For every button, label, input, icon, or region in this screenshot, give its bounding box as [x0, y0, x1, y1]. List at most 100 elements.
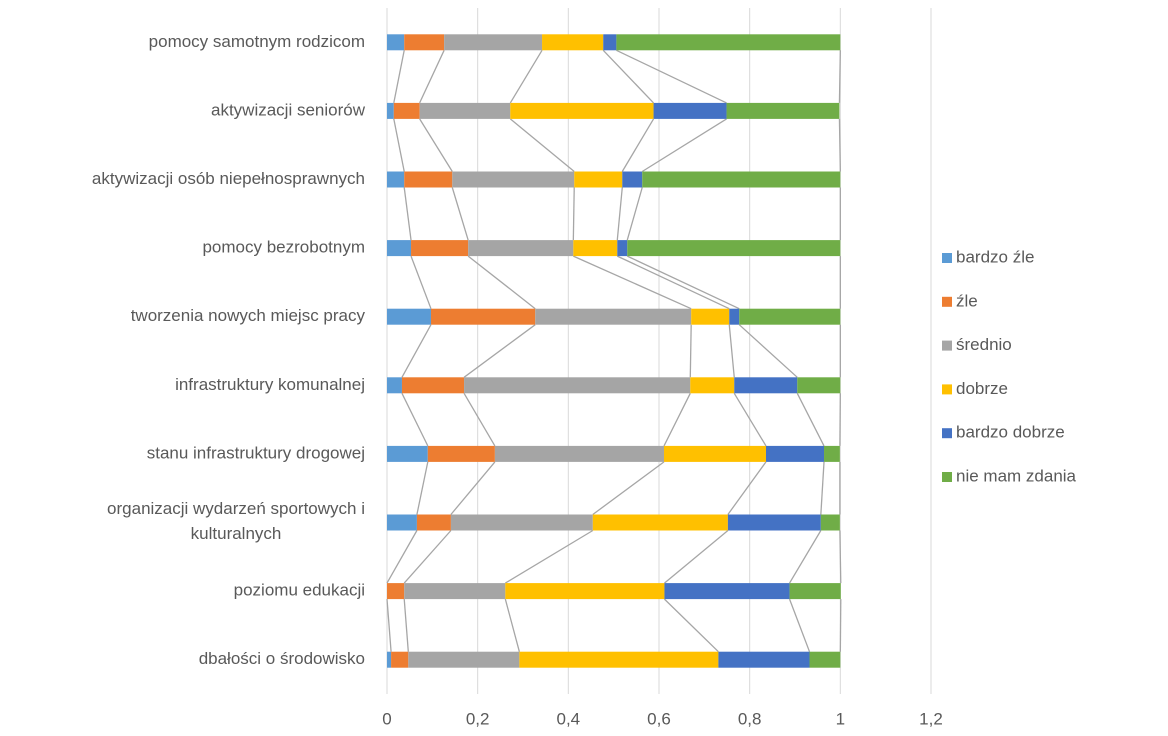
series-line	[509, 49, 543, 104]
bar-segment	[404, 34, 445, 51]
bar-segment	[519, 651, 719, 668]
bar-segment	[664, 583, 790, 600]
series-line	[820, 461, 825, 515]
bar-segment	[535, 308, 692, 325]
bar-segment	[494, 445, 664, 462]
bar-segment	[789, 583, 841, 600]
bar-segment	[820, 514, 840, 531]
legend-label: nie mam zdania	[956, 466, 1077, 485]
series-line	[839, 530, 842, 584]
series-line	[617, 255, 730, 310]
bar-segment	[387, 514, 417, 531]
bar-segment	[573, 240, 618, 257]
bar-segment	[765, 445, 825, 462]
bar-segment	[427, 445, 495, 462]
series-line	[738, 324, 798, 378]
bar-segment	[616, 34, 841, 51]
series-line	[463, 324, 536, 378]
x-tick-label: 0,6	[647, 709, 671, 728]
bar-segment	[387, 377, 402, 394]
series-line	[796, 393, 825, 447]
series-line	[626, 255, 740, 310]
bar-segment	[430, 308, 536, 325]
bar-segment	[464, 377, 691, 394]
y-tick-label: poziomu edukacji	[234, 581, 365, 600]
y-tick-label: pomocy bezrobotnym	[202, 238, 365, 257]
series-line	[689, 324, 692, 378]
series-line	[393, 118, 405, 172]
bar-segment	[393, 102, 420, 119]
series-line	[401, 393, 429, 447]
y-tick-label: stanu infrastruktury drogowej	[147, 443, 365, 462]
bar-segment	[387, 171, 405, 188]
bar-segment	[642, 171, 841, 188]
series-line	[386, 530, 418, 584]
legend-swatch	[942, 472, 952, 482]
series-line	[450, 461, 496, 515]
bar-segment	[727, 514, 821, 531]
legend-label: bardzo dobrze	[956, 423, 1065, 442]
series-line	[602, 49, 655, 104]
bar-segment	[401, 377, 465, 394]
bar-segment	[505, 583, 665, 600]
legend-label: źle	[956, 291, 978, 310]
series-line	[401, 324, 432, 378]
bar-segment	[542, 34, 604, 51]
series-line	[573, 255, 692, 310]
series-line	[386, 599, 392, 652]
bar-segment	[387, 651, 392, 668]
bar-segment	[603, 34, 617, 51]
bar-segment	[450, 514, 593, 531]
bar-segment	[592, 514, 728, 531]
legend-label: średnio	[956, 335, 1012, 354]
series-line	[592, 461, 665, 516]
bar-segment	[729, 308, 740, 325]
series-line	[663, 598, 719, 653]
bar-segment	[574, 171, 623, 188]
series-line	[616, 187, 623, 241]
bar-segment	[809, 651, 841, 668]
series-line	[403, 599, 409, 652]
legend-swatch	[942, 384, 952, 395]
x-tick-label: 1	[836, 709, 845, 728]
bar-segment	[739, 308, 841, 325]
series-line	[509, 118, 575, 173]
y-tick-label: organizacji wydarzeń sportowych i kultura…	[107, 499, 365, 543]
series-line	[789, 530, 822, 584]
series-line	[463, 392, 496, 447]
y-tick-label: infrastruktury komunalnej	[175, 375, 365, 394]
bar-segment	[622, 171, 643, 188]
y-tick-label: aktywizacji seniorów	[211, 100, 366, 119]
bar-segment	[690, 377, 735, 394]
bar-segment	[452, 171, 575, 188]
series-line	[467, 255, 536, 310]
series-line	[838, 118, 841, 172]
bar-segment	[468, 240, 574, 257]
bar-segment	[627, 240, 841, 257]
series-line	[641, 118, 727, 173]
series-line	[664, 529, 729, 584]
bar-segment	[797, 377, 841, 394]
x-tick-label: 0,8	[738, 709, 762, 728]
legend-swatch	[942, 296, 952, 307]
bar-segment	[404, 583, 506, 600]
y-tick-label: aktywizacji osób niepełnosprawnych	[92, 169, 365, 188]
x-tick-label: 0,4	[557, 709, 581, 728]
y-tick-label: dbałości o środowisko	[199, 649, 365, 668]
x-tick-label: 0	[382, 709, 391, 728]
series-line	[416, 461, 429, 515]
bar-segment	[824, 445, 840, 462]
series-line	[504, 598, 521, 652]
bar-segment	[691, 308, 730, 325]
series-line	[572, 187, 575, 241]
series-line	[393, 50, 405, 104]
legend-label: dobrze	[956, 379, 1008, 398]
legend-swatch	[942, 253, 952, 263]
bar-segment	[663, 445, 766, 462]
legend-swatch	[942, 428, 952, 439]
bar-segment	[404, 171, 453, 188]
series-line	[403, 530, 452, 584]
x-tick-label: 1,2	[919, 709, 943, 728]
legend-swatch	[942, 340, 952, 351]
bar-segment	[391, 651, 409, 668]
